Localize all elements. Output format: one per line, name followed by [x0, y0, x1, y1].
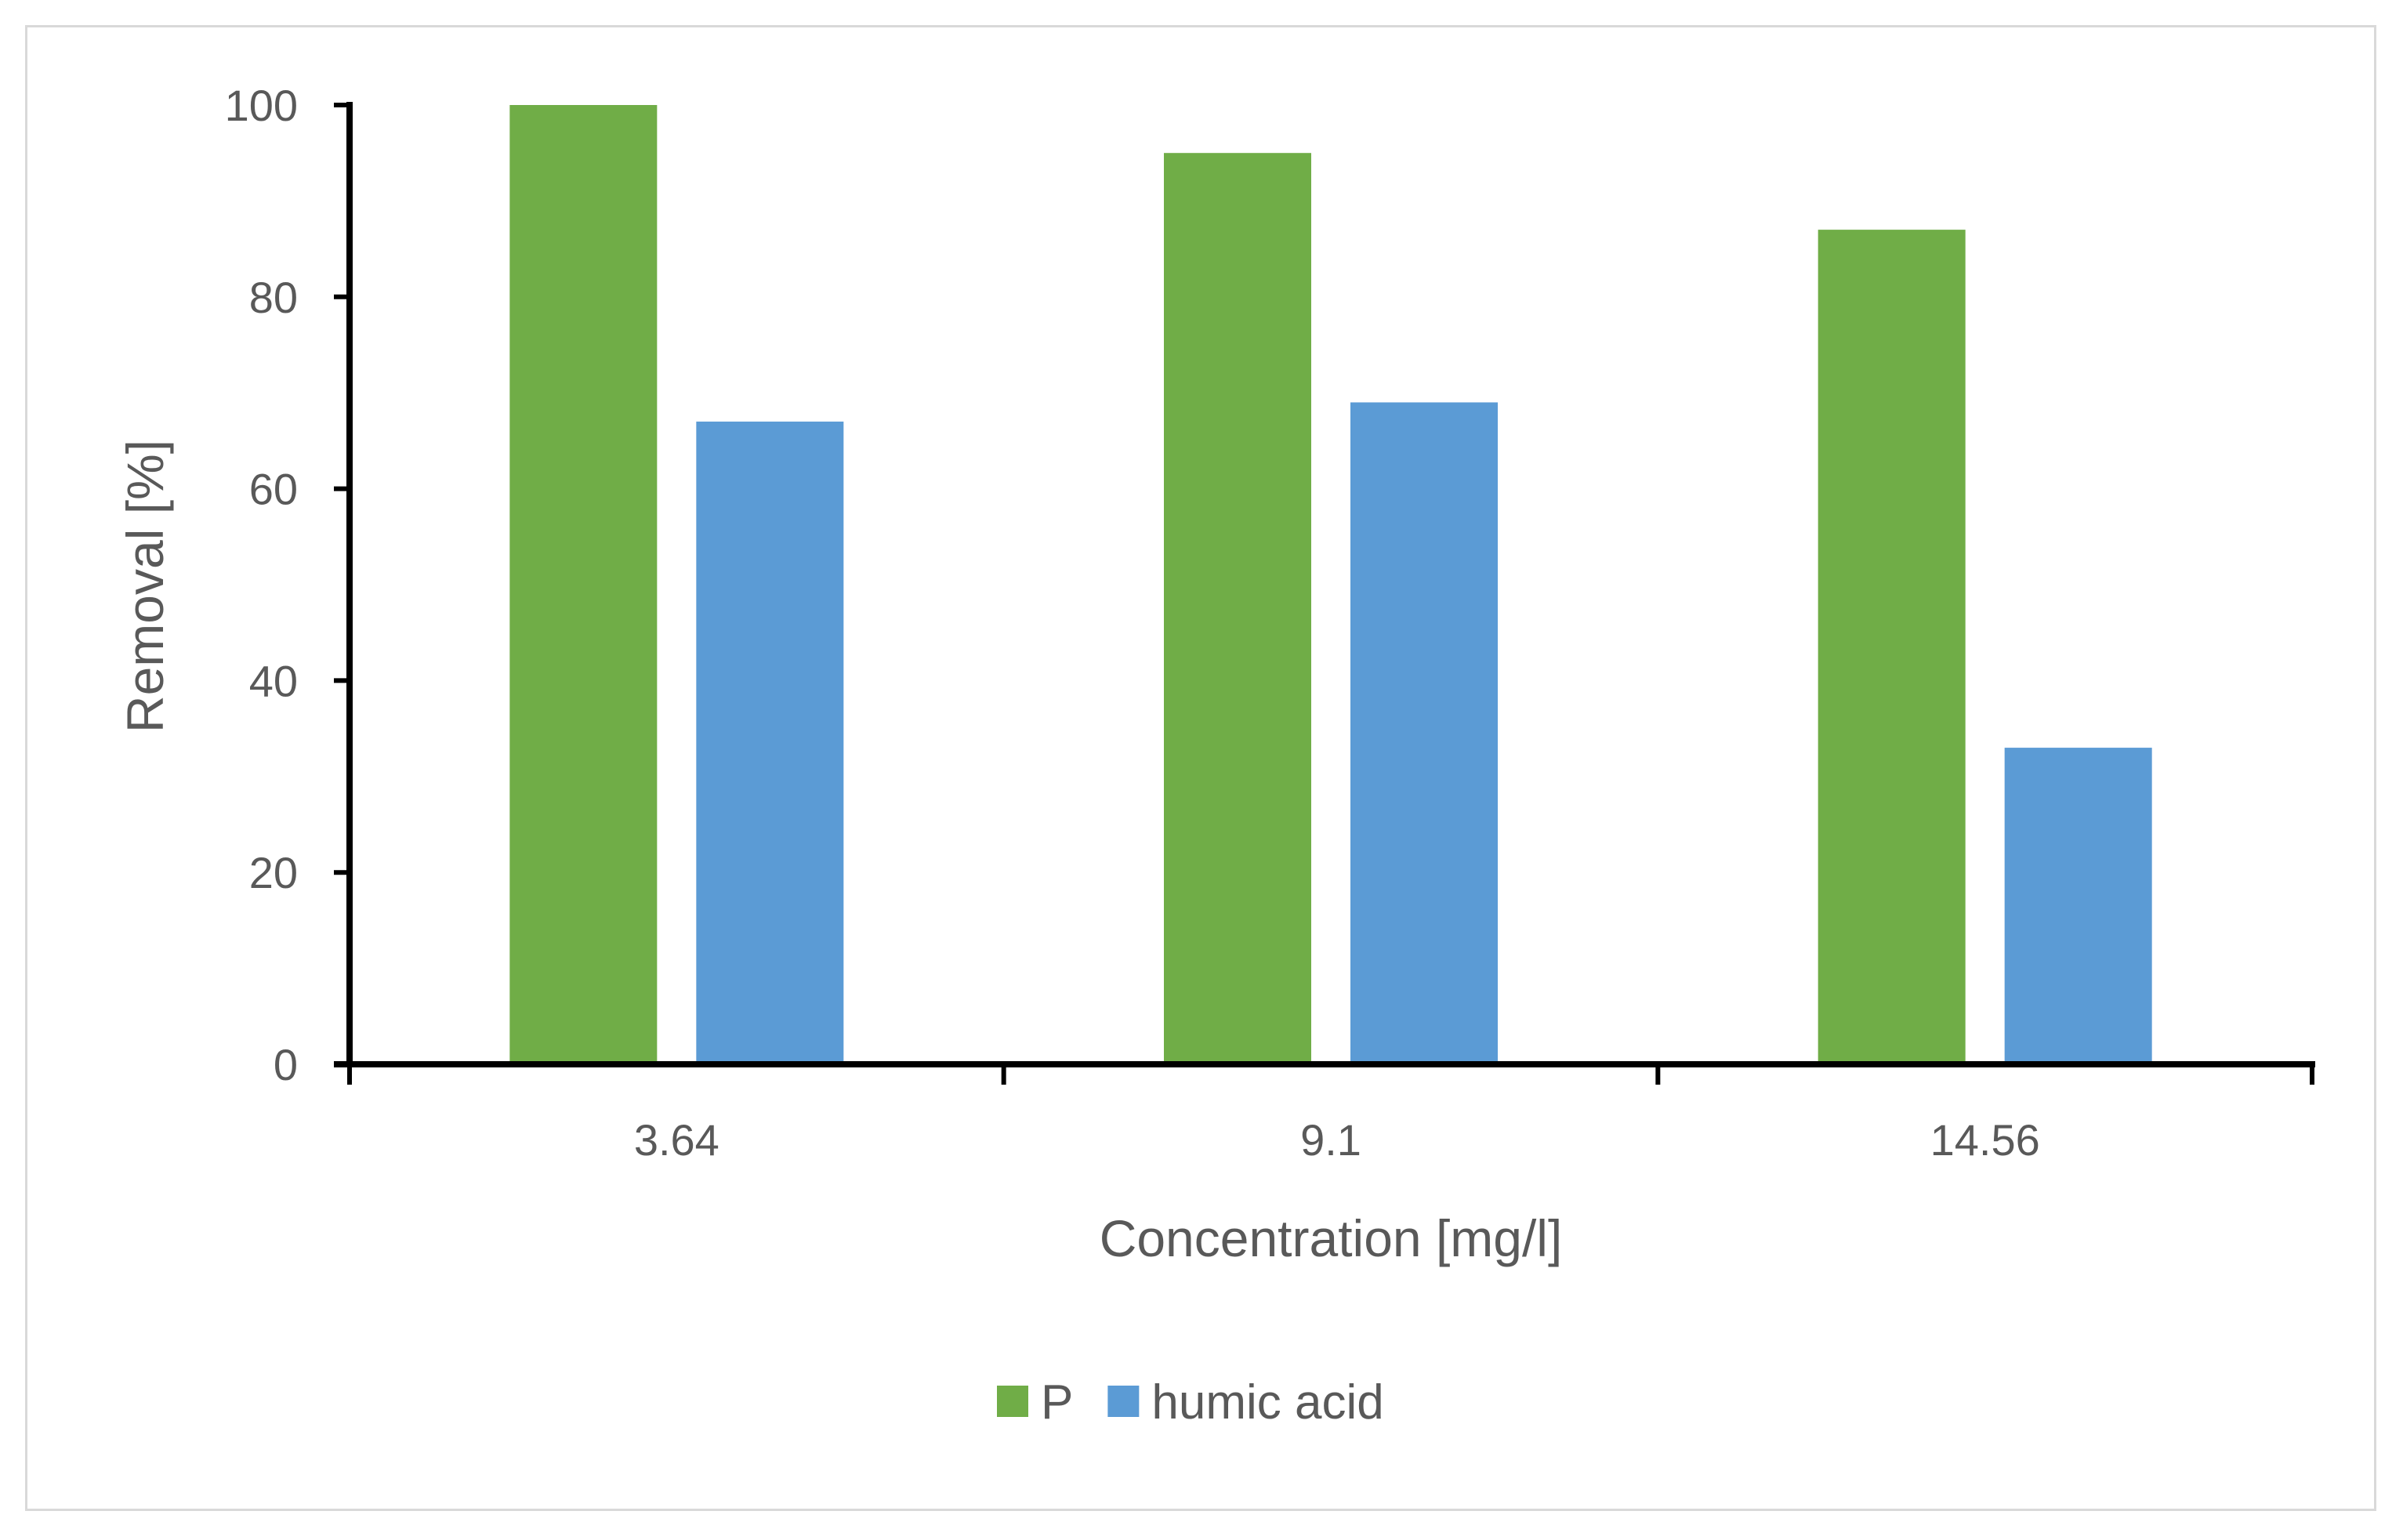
bar-p-1	[509, 105, 658, 1064]
x-tick-label: 14.56	[1930, 1115, 2040, 1165]
axes-group	[334, 102, 2315, 1067]
bar-p-2	[1164, 153, 1311, 1065]
bar-humic-acid-3	[2004, 748, 2152, 1064]
legend-swatch-humic-acid	[1107, 1386, 1140, 1417]
y-tick-label: 80	[249, 273, 298, 322]
y-axis-title: Removal [%]	[116, 440, 174, 733]
x-ticks-group: 3.64 9.1 14.56	[347, 1064, 2314, 1165]
legend-label-p: P	[1041, 1375, 1073, 1429]
legend-swatch-p	[997, 1386, 1028, 1417]
bar-humic-acid-1	[696, 421, 844, 1064]
legend-label-humic-acid: humic acid	[1151, 1375, 1383, 1429]
x-tick-label: 3.64	[634, 1115, 719, 1165]
bar-p-3	[1818, 230, 1966, 1064]
bars-group	[509, 105, 2152, 1065]
y-tick-label: 0	[274, 1040, 298, 1089]
y-tick-label: 100	[225, 81, 298, 130]
y-ticks-group: 0 20 40 60 80 100	[225, 81, 350, 1089]
bar-humic-acid-2	[1350, 402, 1498, 1064]
x-axis-title: Concentration [mg/l]	[1100, 1209, 1563, 1267]
y-tick-label: 40	[249, 656, 298, 705]
x-tick-label: 9.1	[1300, 1115, 1361, 1165]
y-tick-label: 20	[249, 848, 298, 897]
y-tick-label: 60	[249, 465, 298, 514]
